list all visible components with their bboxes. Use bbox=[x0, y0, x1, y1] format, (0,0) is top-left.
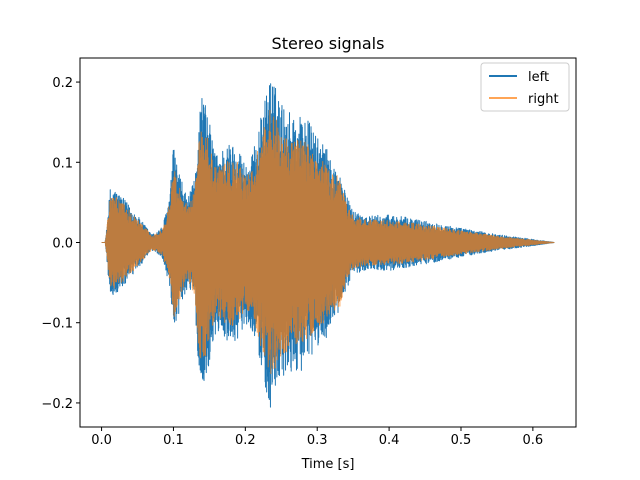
chart-title: Stereo signals bbox=[272, 34, 385, 53]
y-axis: −0.2 −0.1 0.0 0.1 0.2 bbox=[41, 76, 80, 412]
legend: left right bbox=[480, 62, 570, 112]
y-tick-label: 0.0 bbox=[52, 237, 73, 252]
legend-left-label: left bbox=[528, 70, 549, 85]
y-tick-label: −0.2 bbox=[41, 397, 73, 412]
y-tick-label: 0.2 bbox=[52, 76, 73, 91]
x-tick-label: 0.2 bbox=[235, 433, 256, 448]
series-layer bbox=[101, 83, 555, 408]
y-tick-label: −0.1 bbox=[41, 317, 73, 332]
legend-right-label: right bbox=[528, 92, 559, 107]
y-tick-label: 0.1 bbox=[52, 156, 73, 171]
x-tick-label: 0.0 bbox=[91, 433, 112, 448]
x-tick-label: 0.4 bbox=[379, 433, 400, 448]
series-right-line bbox=[101, 109, 555, 375]
plot-area bbox=[79, 57, 577, 428]
x-tick-label: 0.5 bbox=[451, 433, 472, 448]
x-axis: 0.0 0.1 0.2 0.3 0.4 0.5 0.6 bbox=[91, 427, 543, 448]
x-axis-title: Time [s] bbox=[301, 457, 355, 472]
x-tick-label: 0.3 bbox=[307, 433, 328, 448]
x-tick-label: 0.1 bbox=[163, 433, 184, 448]
x-tick-label: 0.6 bbox=[523, 433, 544, 448]
